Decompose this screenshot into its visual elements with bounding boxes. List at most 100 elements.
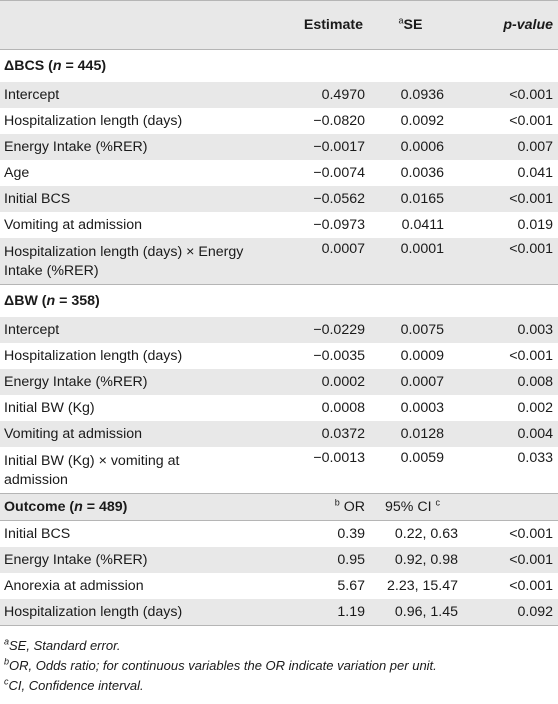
row-label: Vomiting at admission — [4, 217, 143, 233]
header-or-sup: b — [334, 497, 340, 508]
row-or: 0.39 — [337, 526, 365, 542]
row-estimate: −0.0562 — [278, 186, 365, 212]
row-pvalue: 0.007 — [480, 134, 558, 160]
row-label: Anorexia at admission — [4, 578, 144, 594]
row-label: Initial BCS — [4, 526, 71, 542]
row-se: 0.0411 — [401, 217, 444, 233]
row-se: 0.0009 — [400, 348, 444, 364]
row-pvalue: 0.002 — [517, 400, 553, 416]
row-pvalue: 0.008 — [480, 369, 558, 395]
regression-results-table: Estimate aSE p-value ΔBCS (n = 445) Inte… — [0, 0, 558, 626]
table-row: Initial BCS 0.39 0.22, 0.63 <0.001 — [0, 521, 558, 548]
row-label-line1: Hospitalization length (days) × Energy — [4, 244, 244, 260]
table-row: Hospitalization length (days) −0.0035 0.… — [0, 343, 558, 369]
row-estimate: −0.0229 — [278, 317, 365, 343]
table-row: Energy Intake (%RER) 0.95 0.92, 0.98 <0.… — [0, 547, 558, 573]
header-se: aSE — [365, 0, 480, 50]
row-pvalue: <0.001 — [480, 186, 558, 212]
row-or: 0.95 — [278, 547, 365, 573]
row-label: Initial BW (Kg) × vomiting at admission — [0, 447, 278, 494]
section-outcome-header-row: Outcome (n = 489) b OR 95% CI c — [0, 493, 558, 521]
row-pvalue: <0.001 — [509, 526, 553, 542]
header-or: b OR — [278, 493, 365, 521]
table-row: Vomiting at admission −0.0973 0.0411 0.0… — [0, 212, 558, 238]
row-label: Vomiting at admission — [0, 421, 278, 447]
row-pvalue: <0.001 — [509, 578, 553, 594]
table-header-row: Estimate aSE p-value — [0, 0, 558, 50]
table-row: Age −0.0074 0.0036 0.041 — [0, 160, 558, 186]
row-label: Intercept — [0, 82, 278, 108]
row-estimate: −0.0017 — [278, 134, 365, 160]
header-blank-p — [480, 493, 558, 521]
header-estimate: Estimate — [278, 0, 365, 50]
row-pvalue: 0.041 — [517, 165, 553, 181]
table-row: Hospitalization length (days) 1.19 0.96,… — [0, 599, 558, 626]
section-bcs-title-row: ΔBCS (n = 445) — [0, 50, 558, 83]
table-row: Initial BCS −0.0562 0.0165 <0.001 — [0, 186, 558, 212]
row-se: 0.0003 — [400, 400, 444, 416]
row-estimate: −0.0820 — [313, 113, 365, 129]
row-label: Initial BW (Kg) — [4, 400, 95, 416]
row-estimate: −0.0035 — [313, 348, 365, 364]
row-se: 0.0092 — [400, 113, 444, 129]
row-label: Age — [4, 165, 30, 181]
row-se: 0.0165 — [365, 186, 480, 212]
row-estimate: −0.0013 — [313, 450, 365, 466]
row-pvalue: 0.033 — [517, 450, 553, 466]
header-pvalue: p-value — [480, 0, 558, 50]
table-row: Hospitalization length (days) × Energy In… — [0, 238, 558, 285]
header-blank — [0, 0, 278, 50]
row-pvalue: 0.092 — [480, 599, 558, 626]
row-pvalue: 0.003 — [480, 317, 558, 343]
row-estimate: 0.0002 — [278, 369, 365, 395]
header-ci-label: 95% CI — [385, 499, 432, 515]
table-row: Initial BW (Kg) 0.0008 0.0003 0.002 — [0, 395, 558, 421]
row-ci: 0.92, 0.98 — [365, 547, 480, 573]
row-se: 0.0007 — [365, 369, 480, 395]
row-label-line2: Intake (%RER) — [4, 263, 99, 279]
row-estimate: −0.0074 — [313, 165, 365, 181]
footnote: cCI, Confidence interval. — [4, 676, 144, 693]
row-estimate: 0.0372 — [278, 421, 365, 447]
row-label-line1: Initial BW (Kg) × vomiting at — [4, 453, 180, 469]
table-row: Intercept −0.0229 0.0075 0.003 — [0, 317, 558, 343]
row-label: Hospitalization length (days) — [0, 599, 278, 626]
row-pvalue: 0.019 — [517, 217, 553, 233]
table-row: Energy Intake (%RER) −0.0017 0.0006 0.00… — [0, 134, 558, 160]
footnotes: aSE, Standard error. bOR, Odds ratio; fo… — [0, 626, 558, 696]
row-label: Hospitalization length (days) — [4, 113, 183, 129]
header-or-label: OR — [343, 499, 365, 515]
table-row: Anorexia at admission 5.67 2.23, 15.47 <… — [0, 573, 558, 599]
row-label: Intercept — [0, 317, 278, 343]
row-se: 0.0075 — [365, 317, 480, 343]
row-se: 0.0128 — [365, 421, 480, 447]
row-estimate: 0.0007 — [278, 238, 365, 285]
section-outcome-title: Outcome (n = 489) — [0, 493, 278, 521]
row-pvalue: <0.001 — [480, 82, 558, 108]
footnote: aSE, Standard error. — [4, 636, 121, 653]
row-or: 5.67 — [337, 578, 365, 594]
row-estimate: −0.0973 — [313, 217, 365, 233]
header-se-label: SE — [403, 17, 423, 33]
row-ci: 0.22, 0.63 — [394, 526, 458, 542]
row-estimate: 0.0008 — [321, 400, 365, 416]
footnote: bOR, Odds ratio; for continuous variable… — [4, 656, 437, 673]
row-label: Energy Intake (%RER) — [0, 547, 278, 573]
row-label-line2: admission — [4, 472, 68, 488]
table-row: Intercept 0.4970 0.0936 <0.001 — [0, 82, 558, 108]
row-se: 0.0006 — [365, 134, 480, 160]
section-bw-title-row: ΔBW (n = 358) — [0, 284, 558, 317]
header-se-sup: a — [398, 15, 404, 26]
row-se: 0.0936 — [365, 82, 480, 108]
row-or: 1.19 — [278, 599, 365, 626]
row-se: 0.0059 — [400, 450, 444, 466]
section-bcs-title: ΔBCS (n = 445) — [4, 58, 107, 74]
row-label: Energy Intake (%RER) — [0, 369, 278, 395]
row-label: Hospitalization length (days) × Energy In… — [0, 238, 278, 285]
section-bw-title: ΔBW (n = 358) — [0, 284, 558, 317]
table-row: Vomiting at admission 0.0372 0.0128 0.00… — [0, 421, 558, 447]
row-pvalue: <0.001 — [509, 113, 553, 129]
row-label: Initial BCS — [0, 186, 278, 212]
row-estimate: 0.4970 — [278, 82, 365, 108]
